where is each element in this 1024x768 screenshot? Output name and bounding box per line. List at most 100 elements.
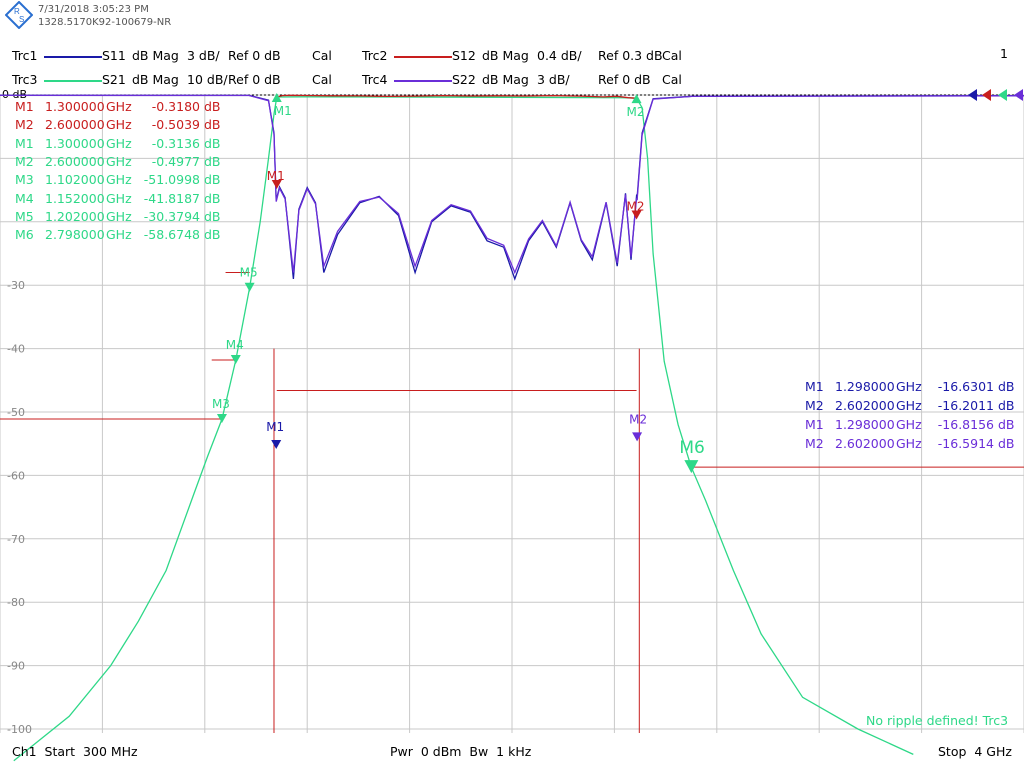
trace-scale[interactable]: 3 dB/ [537,72,570,87]
device-id: 1328.5170K92-100679-NR [38,17,172,28]
marker-freq-unit: GHz [896,398,922,413]
marker-value: -16.2011 [937,398,994,413]
marker-freq-unit: GHz [106,153,132,169]
marker-freq-unit: GHz [106,135,132,151]
svg-text:R: R [14,7,20,16]
marker-label: M2 [627,105,645,119]
trace-scale[interactable]: 10 dB/ [187,72,228,87]
marker-label: M2 [629,412,647,426]
y-tick-label: -50 [7,406,25,419]
trace-format[interactable]: dB Mag [132,48,179,63]
marker-value: -41.8187 [143,190,200,206]
marker-name: M2 [805,398,824,413]
trace-reference[interactable]: Ref 0.3 dB [598,48,663,63]
status-message: No ripple defined! Trc3 [866,713,1009,728]
trace-id[interactable]: Trc4 [362,72,388,87]
marker-value: -16.5914 [937,436,994,451]
y-tick-label: -70 [7,533,25,546]
y-tick-label: -60 [7,469,25,482]
ref-arrow-icon [982,89,991,101]
marker-value-unit: dB [204,99,221,114]
marker-frequency: 1.202000 [45,208,105,224]
marker-name: M1 [805,379,824,394]
trace-parameter[interactable]: S22 [452,72,476,87]
marker-frequency: 1.298000 [835,417,895,432]
trace-format[interactable]: dB Mag [132,72,179,87]
marker-label: M6 [679,438,704,458]
marker-name: M5 [15,208,34,224]
marker-triangle [631,94,642,104]
marker-freq-unit: GHz [106,117,132,133]
marker-triangle [230,355,241,365]
marker-label: M1 [267,169,285,183]
marker-frequency: 1.300000 [45,135,105,151]
rohde-schwarz-logo-icon: R S [5,1,33,29]
marker-frequency: 1.298000 [835,379,895,394]
marker-value: -16.8156 [937,417,994,432]
marker-name: M2 [15,153,34,169]
trace-color-swatch [394,56,452,58]
marker-label: M3 [212,397,230,411]
y-tick-label: -80 [7,596,25,609]
marker-frequency: 2.600000 [45,153,105,169]
marker-triangle [271,92,282,102]
trace-cal[interactable]: Cal [312,48,332,63]
y-tick-label: -40 [7,343,25,356]
marker-value: -0.5039 [151,117,200,133]
trace-reference[interactable]: Ref 0 dB [228,72,281,87]
marker-frequency: 2.602000 [835,436,895,451]
ref-level-label: 0 dB [2,88,27,101]
marker-value-unit: dB [204,135,221,151]
trace-reference[interactable]: Ref 0 dB [598,72,651,87]
marker-value: -58.6748 [143,227,200,243]
marker-name: M6 [15,227,34,243]
trace-parameter[interactable]: S21 [102,72,126,87]
trace-format[interactable]: dB Mag [482,48,529,63]
marker-value: -0.3180 [151,99,200,114]
series-line-trc2 [276,94,637,99]
trace-id[interactable]: Trc2 [362,48,388,63]
marker-value-unit: dB [204,172,221,188]
marker-freq-unit: GHz [106,99,132,114]
window-number: 1 [1000,46,1008,61]
trace-parameter[interactable]: S11 [102,48,126,63]
marker-triangle [271,180,282,190]
trace-reference[interactable]: Ref 0 dB [228,48,281,63]
trace-id[interactable]: Trc3 [12,72,38,87]
trace-cal[interactable]: Cal [662,48,682,63]
ref-arrow-icon [968,89,977,101]
marker-value-unit: dB [998,417,1015,432]
y-tick-label: -30 [7,279,25,292]
marker-value-unit: dB [204,153,221,169]
marker-triangle [631,210,642,220]
marker-value-unit: dB [204,208,221,224]
trace-scale[interactable]: 3 dB/ [187,48,220,63]
marker-freq-unit: GHz [896,436,922,451]
marker-triangle [271,439,282,449]
marker-label: M1 [274,104,292,118]
trace-cal[interactable]: Cal [312,72,332,87]
series-line-trc4 [0,94,1024,275]
trace-color-swatch [44,80,102,82]
marker-label: M5 [240,266,258,280]
marker-value-unit: dB [204,227,221,243]
trace-parameter[interactable]: S12 [452,48,476,63]
trace-cal[interactable]: Cal [662,72,682,87]
marker-value: -16.6301 [937,379,994,394]
marker-name: M1 [15,99,34,114]
footer-power-bandwidth: Pwr 0 dBm Bw 1 kHz [390,744,532,759]
trace-id[interactable]: Trc1 [12,48,38,63]
trace-scale[interactable]: 0.4 dB/ [537,48,582,63]
trace-format[interactable]: dB Mag [482,72,529,87]
marker-value-unit: dB [204,190,221,206]
marker-value: -0.4977 [151,153,200,169]
marker-triangle [244,282,255,292]
svg-text:S: S [19,15,24,24]
ref-arrow-icon [998,89,1007,101]
marker-name: M3 [15,172,34,188]
marker-name: M1 [15,135,34,151]
marker-freq-unit: GHz [896,417,922,432]
marker-frequency: 1.152000 [45,190,105,206]
marker-name: M1 [805,417,824,432]
marker-freq-unit: GHz [106,208,132,224]
